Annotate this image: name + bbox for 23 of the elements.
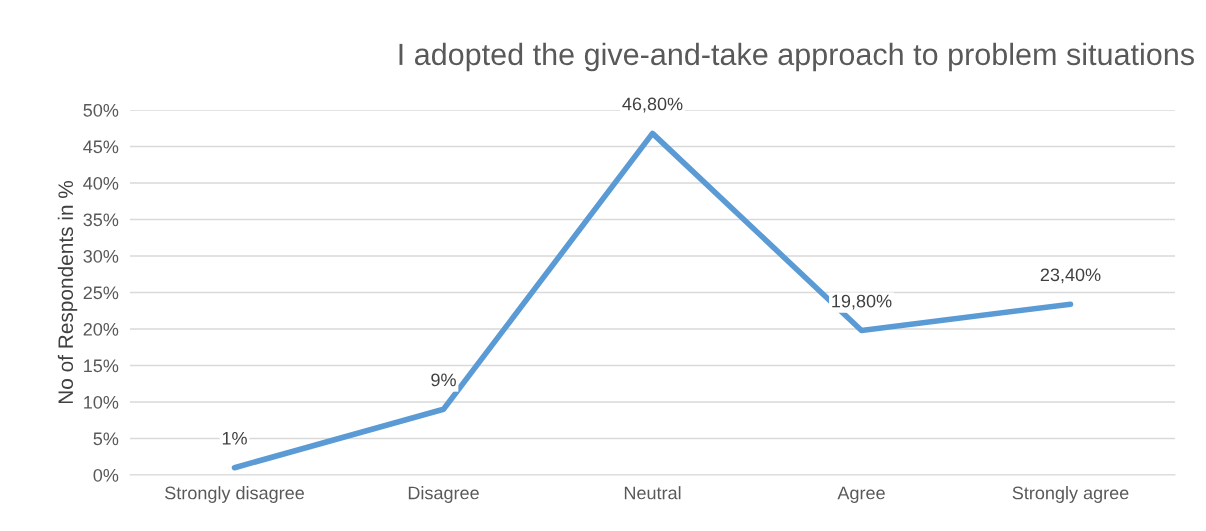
x-tick-label: Strongly disagree [165, 486, 304, 503]
y-tick-label: 35% [83, 213, 119, 227]
y-tick-label: 30% [83, 249, 119, 263]
y-tick-label: 5% [93, 432, 119, 446]
y-tick-label: 10% [84, 395, 119, 409]
y-tick-label: 20% [83, 322, 119, 336]
y-tick-label: 50% [83, 103, 119, 117]
x-tick-label: Disagree [408, 486, 479, 503]
data-label: 1% [222, 431, 247, 445]
x-tick-label: Agree [837, 486, 885, 503]
y-tick-label: 25% [83, 286, 119, 300]
data-label: 23,40% [1040, 268, 1101, 284]
y-tick-label: 0% [93, 468, 119, 482]
x-tick-label: Strongly agree [1012, 486, 1129, 503]
data-label: 19,80% [832, 294, 892, 310]
x-tick-label: Neutral [624, 486, 681, 500]
data-label: 46,80% [622, 97, 683, 113]
y-tick-label: 45% [83, 140, 119, 154]
y-axis-title: No of Respondents in % [57, 180, 78, 404]
data-label: 9% [431, 373, 456, 387]
y-tick-label: 15% [84, 359, 119, 373]
chart-title: I adopted the give-and-take approach to problem situations [399, 42, 1194, 72]
y-tick-label: 40% [83, 176, 119, 190]
